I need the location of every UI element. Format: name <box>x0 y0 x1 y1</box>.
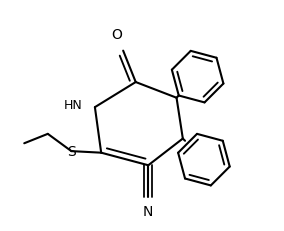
Text: O: O <box>111 28 122 42</box>
Text: HN: HN <box>64 98 82 111</box>
Text: S: S <box>67 144 76 158</box>
Text: N: N <box>143 205 153 219</box>
